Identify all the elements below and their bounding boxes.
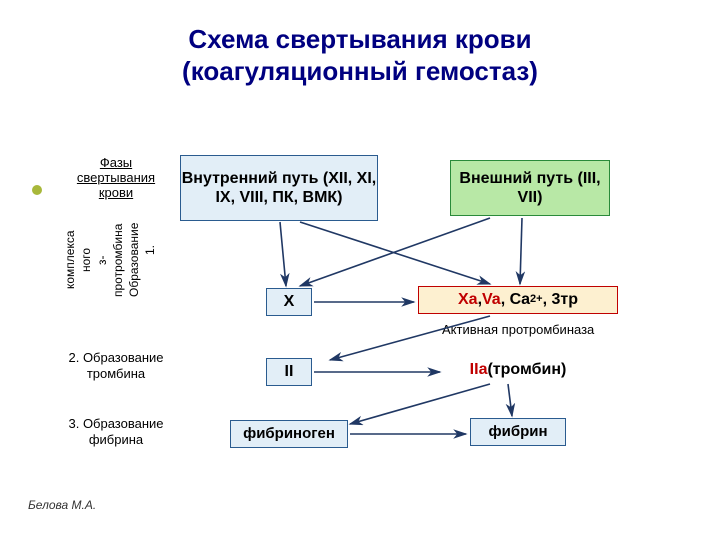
phase2-label: 2. Образование тромбина [56,350,176,381]
active-prothrombinase-label: Активная протромбиназа [442,322,702,338]
phase1-num: 1. [144,210,157,290]
phase3-label: 3. Образование фибрина [58,416,174,447]
node-intrinsic: Внутренний путь (XII, XI, IX, VIII, ПК, … [180,155,378,221]
node-ii: II [266,358,312,386]
node-extrinsic: Внешний путь (III, VII) [450,160,610,216]
title-line1: Схема свертывания крови [0,24,720,55]
phase1-l1: Образование [128,210,141,310]
phases-header: Фазы свертывания крови [66,156,166,201]
title-line2-text: коагуляционный гемостаз [191,56,530,86]
title-line2: (коагуляционный гемостаз) [0,56,720,87]
node-fibrin: фибрин [470,418,566,446]
phase1-l4: ного [80,210,93,310]
bullet-icon [32,185,42,195]
node-iia: IIa (тромбин) [445,358,591,382]
phase1-l3: з- [96,210,109,310]
phase1-l5: комплекса [64,210,77,310]
node-xa_complex: Xa , Va, Ca2+, 3тр [418,286,618,314]
node-x: X [266,288,312,316]
author-label: Белова М.А. [28,498,96,512]
phase1-l2: протромбина [112,210,125,310]
paren-close: ) [529,56,538,86]
node-fibrinogen: фибриноген [230,420,348,448]
paren-open: ( [182,56,191,86]
